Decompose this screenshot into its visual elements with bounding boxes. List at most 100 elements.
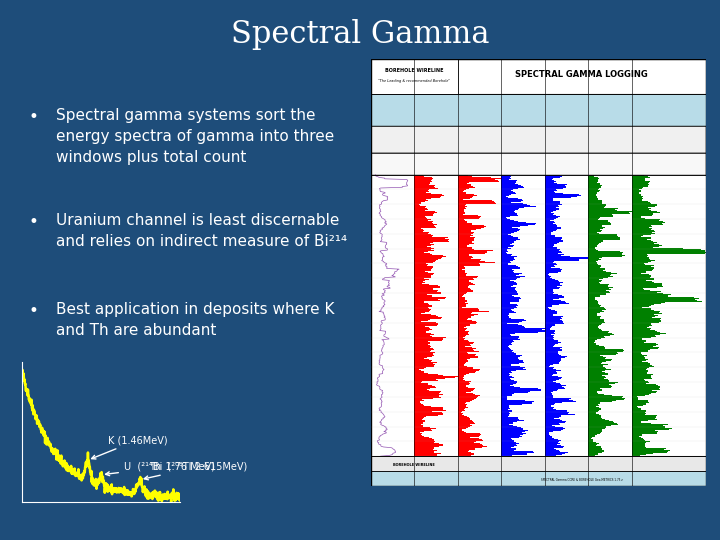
Bar [588,313,597,314]
Bar [545,421,566,422]
Bar [414,333,431,334]
Bar [414,251,430,252]
Text: SPECTRAL GAMMA LOGGING: SPECTRAL GAMMA LOGGING [516,70,648,79]
Bar [632,184,650,185]
Bar [414,428,436,429]
Bar [414,427,431,428]
Bar [545,376,558,377]
Bar [545,309,551,310]
Bar [588,321,604,322]
Bar [501,453,527,454]
Bar [501,428,523,429]
Bar [501,245,514,246]
Bar [458,208,466,209]
Bar [501,320,526,321]
Bar [458,219,464,220]
Bar [414,337,446,338]
Bar [501,266,518,267]
Bar [588,300,598,301]
Bar [632,225,652,226]
Bar [545,321,563,322]
Bar [545,368,554,369]
Bar [588,448,602,449]
Bar [632,388,659,389]
Bar [632,294,670,295]
Bar [588,355,600,356]
Bar [501,292,517,293]
Bar [588,301,598,302]
Bar [545,219,554,220]
Bar [501,263,511,264]
Bar [501,209,518,210]
Bar [632,385,658,386]
Bar [501,218,507,219]
Bar [414,247,431,248]
Bar [545,236,555,237]
Bar [414,311,427,312]
Bar [501,310,513,311]
Bar [545,220,549,221]
Bar [588,315,597,316]
Bar [501,376,513,377]
Bar [371,59,706,93]
Bar [632,453,653,454]
Bar [414,201,425,202]
Bar [501,443,519,444]
Bar [545,213,554,214]
Bar [632,219,660,220]
Bar [414,326,426,327]
Bar [458,437,470,438]
Bar [588,424,618,425]
Bar [588,415,600,416]
Bar [371,471,706,486]
Bar [414,341,428,342]
Bar [501,231,518,232]
Bar [632,362,649,363]
Bar [414,198,431,199]
Bar [458,244,473,245]
Bar [588,223,611,224]
Bar [501,386,513,387]
Bar [414,414,444,415]
Bar [458,282,472,284]
Bar [414,314,431,315]
Bar [501,332,538,333]
Bar [588,320,604,321]
Bar [414,334,434,335]
Bar [414,280,425,281]
Bar [588,280,602,281]
Bar [545,380,556,381]
Bar [501,432,522,433]
Bar [501,280,510,281]
Bar [632,424,667,425]
Bar [458,220,465,221]
Bar [588,247,595,248]
Bar [458,239,474,240]
Bar [501,447,511,448]
Bar [588,264,598,265]
Bar [632,243,654,244]
Bar [458,381,471,382]
Bar [458,434,481,435]
Bar [458,217,480,218]
Bar [414,389,427,390]
Bar [501,341,514,342]
Bar [458,361,468,362]
Bar [458,346,465,347]
Bar [545,192,555,193]
Bar [501,406,509,407]
Bar [632,214,653,215]
Bar [501,221,518,222]
Bar [458,202,495,203]
Bar [545,258,588,259]
Bar [632,377,652,378]
Bar [588,390,598,391]
Bar [414,366,434,367]
Bar [501,334,510,335]
Bar [501,363,518,364]
Bar [588,221,608,222]
Bar [414,242,433,243]
Bar [632,205,657,206]
Bar [414,186,434,187]
Bar [414,327,429,328]
